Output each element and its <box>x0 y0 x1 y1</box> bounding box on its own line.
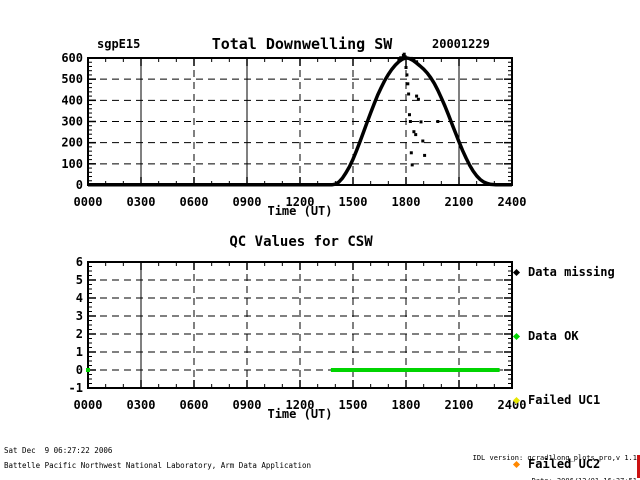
x-tick-label: 2100 <box>445 398 474 412</box>
x-tick-label: 1200 <box>286 195 315 209</box>
dropout_points <box>405 73 409 77</box>
diamond-marker-icon <box>512 268 521 276</box>
qc-plot-xaxis-label: Time (UT) <box>267 407 333 421</box>
dropout_points <box>415 94 419 98</box>
dropout_points <box>419 120 423 124</box>
x-tick-label: 0300 <box>127 195 156 209</box>
dropout_points <box>436 120 440 123</box>
x-tick-label: 0600 <box>180 398 209 412</box>
y-tick-label: 4 <box>76 291 83 305</box>
sw-plot-title: Total Downwelling SW <box>211 35 393 53</box>
plot-timestamp: Sat Dec 9 06:27:22 2006 <box>4 446 113 455</box>
x-tick-label: 2100 <box>445 195 474 209</box>
dropout_points <box>408 113 411 117</box>
x-tick-label: 1800 <box>392 398 421 412</box>
legend-label: Failed UC1 <box>528 393 601 407</box>
organization-label: Battelle Pacific Northwest National Labo… <box>4 461 312 470</box>
dropout_points <box>415 60 419 64</box>
x-tick-label: 0900 <box>233 195 262 209</box>
dropout_points <box>397 58 401 62</box>
chart-0: 0 100 200 300 400 500 600 0000 0300 0600 0900 1200 1… <box>61 51 526 209</box>
dropout_points <box>412 58 416 62</box>
red-edge-mark <box>637 455 640 478</box>
dropout_points <box>407 92 411 96</box>
qc-plot-title: QC Values for CSW <box>229 234 373 250</box>
legend-item-failed-uc1: Failed UC1 <box>512 393 615 407</box>
idl-date-line: Date: 2006/12/01 16:37:51 <box>418 477 637 480</box>
legend-item-data-ok: Data OK <box>512 329 615 343</box>
y-tick-label: 3 <box>76 309 83 323</box>
dropout_points <box>412 130 416 134</box>
dropout_points <box>409 151 413 155</box>
y-tick-label: 600 <box>61 51 83 65</box>
y-tick-label: 0 <box>76 363 83 377</box>
legend-label: Data OK <box>528 329 579 343</box>
qc-legend: Data missing Data OK Failed UC1 Failed U… <box>512 228 615 480</box>
x-tick-label: 1500 <box>339 398 368 412</box>
diamond-marker-icon <box>512 332 521 340</box>
x-tick-label: 0300 <box>127 398 156 412</box>
x-tick-label: 2400 <box>498 195 527 209</box>
x-tick-label: 2400 <box>498 398 527 412</box>
dropout_points <box>403 55 407 59</box>
dropout_points <box>414 133 418 137</box>
plot-frame <box>87 261 513 389</box>
dropout_points <box>416 97 420 101</box>
version-info-block: IDL version: qcrad1long_plots.pro,v 1.1 … <box>418 440 637 480</box>
legend-label: Data missing <box>528 265 615 279</box>
y-tick-label: 1 <box>76 345 83 359</box>
y-tick-label: 200 <box>61 136 83 150</box>
x-tick-label: 0600 <box>180 195 209 209</box>
y-tick-label: 6 <box>76 255 83 269</box>
diamond-marker-icon <box>512 396 521 404</box>
y-tick-label: -1 <box>69 381 83 395</box>
x-tick-label: 0000 <box>74 195 103 209</box>
y-tick-label: 400 <box>61 93 83 107</box>
y-tick-label: 0 <box>76 178 83 192</box>
qc_ok_start <box>86 368 90 372</box>
x-tick-label: 0000 <box>74 398 103 412</box>
site-label: sgpE15 <box>97 37 141 51</box>
x-tick-label: 1800 <box>392 195 421 209</box>
legend-item-data-missing: Data missing <box>512 265 615 279</box>
y-tick-label: 100 <box>61 157 83 171</box>
dropout_points <box>410 163 414 167</box>
dropout_points <box>406 82 410 86</box>
x-tick-label: 1500 <box>339 195 368 209</box>
chart-1: -1 0 1 2 3 4 5 6 0000 0300 0600 0900 1200 1500 1800 210… <box>69 255 527 412</box>
legend-item-failed-uc2: Failed UC2 <box>512 457 615 471</box>
dropout_points <box>421 139 425 143</box>
idl-version-line: IDL version: qcrad1long_plots.pro,v 1.1 <box>472 454 637 463</box>
x-tick-label: 0900 <box>233 398 262 412</box>
sw-plot-xaxis-label: Time (UT) <box>267 204 333 218</box>
y-tick-label: 2 <box>76 327 83 341</box>
dropout_points <box>409 56 413 60</box>
x-tick-label: 1200 <box>286 398 315 412</box>
legend-label: Failed UC2 <box>528 457 601 471</box>
y-tick-label: 5 <box>76 273 83 287</box>
dropout_points <box>399 56 403 60</box>
y-tick-label: 500 <box>61 72 83 86</box>
dropout_points <box>423 153 427 157</box>
dropout_points <box>402 52 406 56</box>
y-tick-label: 300 <box>61 115 83 129</box>
dropout_points <box>404 66 408 69</box>
dropout_points <box>408 120 412 123</box>
date-label: 20001229 <box>432 37 490 51</box>
